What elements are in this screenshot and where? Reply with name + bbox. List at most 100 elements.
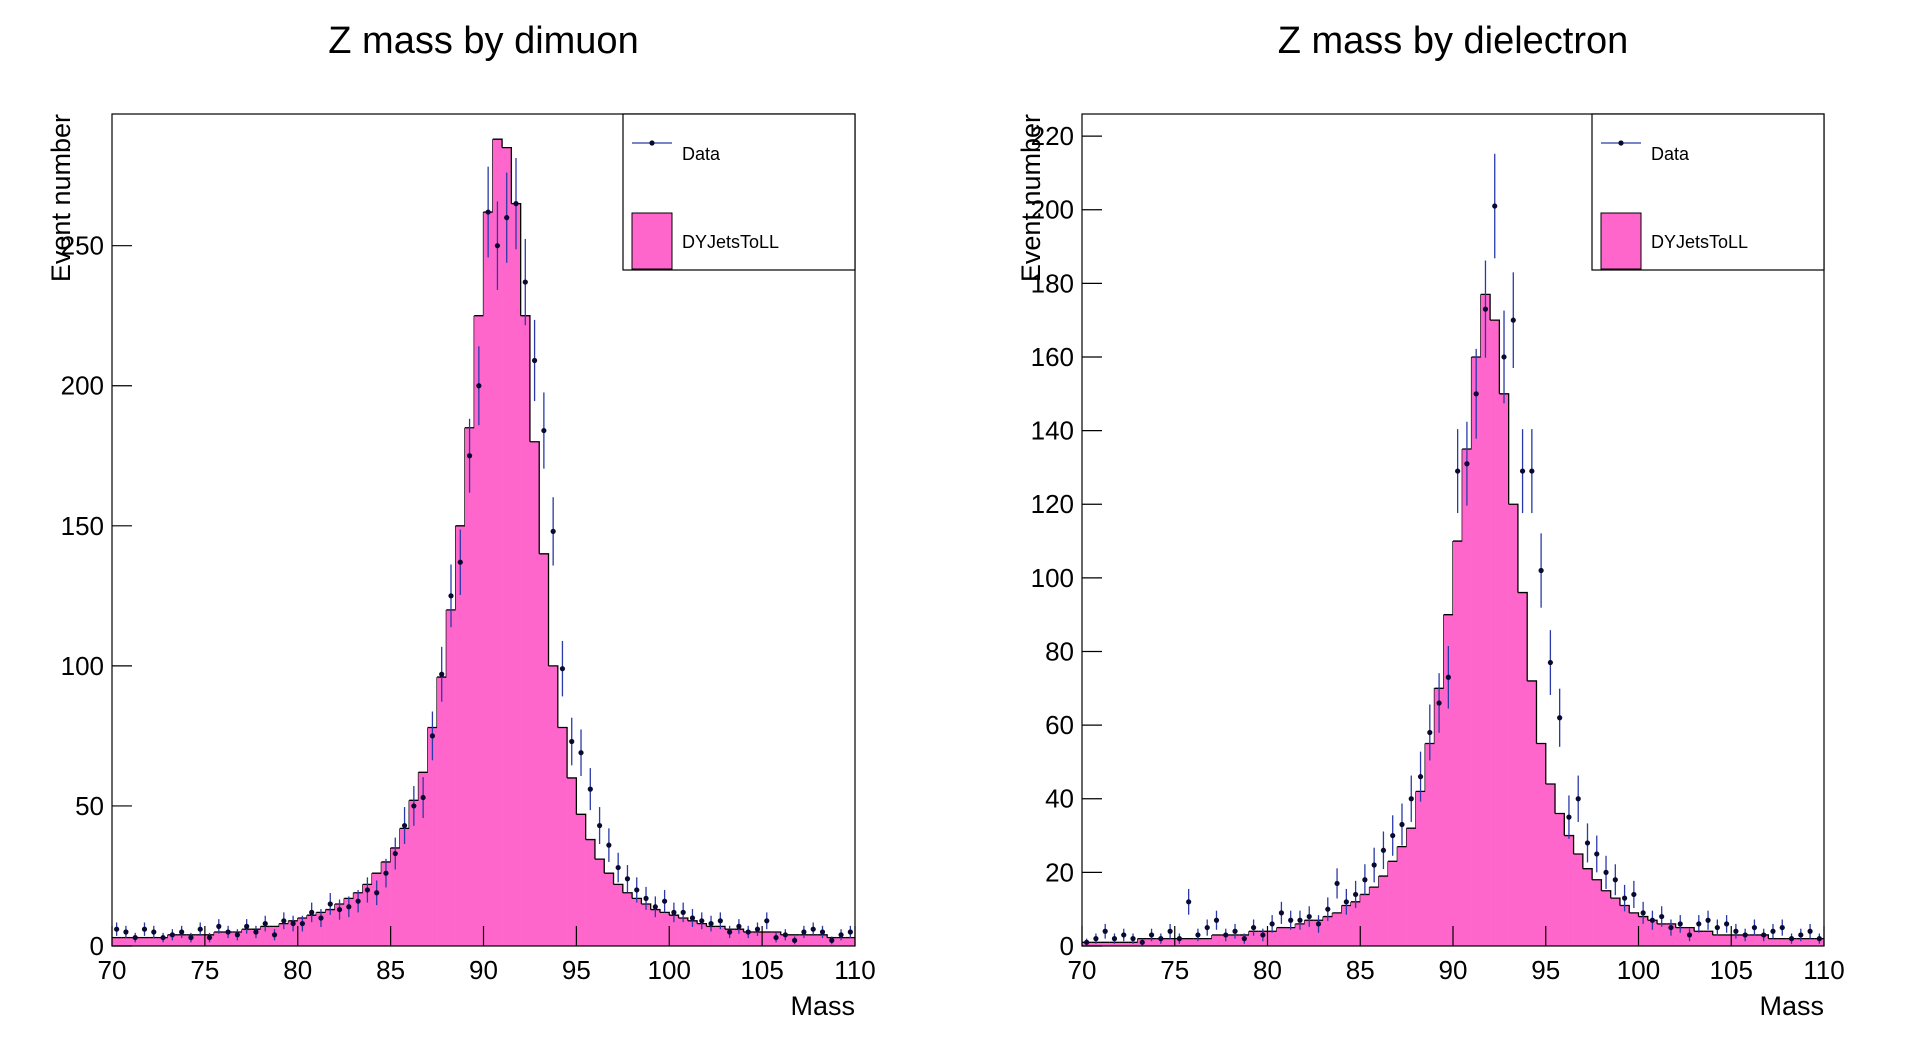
histogram-outline — [529, 441, 540, 554]
y-tick-label: 200 — [1031, 195, 1074, 225]
data-point — [587, 786, 593, 792]
histogram-bar — [260, 926, 271, 946]
histogram-bar — [502, 147, 512, 947]
histogram-bar — [399, 828, 410, 946]
data-point — [773, 934, 779, 941]
histogram-bar — [715, 926, 726, 946]
histogram-bar — [836, 937, 847, 946]
histogram-bar — [334, 903, 345, 946]
histogram-bar — [752, 931, 763, 946]
data-point — [1093, 936, 1099, 942]
histogram-bar — [1555, 813, 1565, 946]
histogram-bar — [548, 665, 559, 946]
legend-marker — [649, 140, 655, 146]
histogram-outline — [1638, 915, 1649, 921]
histogram-bar — [1165, 938, 1176, 946]
histogram-bar — [483, 212, 494, 947]
data-point — [1121, 932, 1127, 938]
data-point — [578, 750, 584, 756]
histogram-bar — [1619, 905, 1630, 946]
histogram-bar — [195, 934, 206, 946]
histogram-outline — [557, 726, 568, 778]
data-point — [819, 929, 826, 935]
histogram-outline — [659, 911, 670, 916]
histogram-bar — [1712, 934, 1723, 946]
chart-panel: Z mass by dimuon 70 75 80 85 90 95 100 105 110 0 50… — [46, 20, 876, 1021]
data-point — [1167, 928, 1173, 934]
histogram-bar — [1508, 504, 1519, 946]
histogram-bar — [1248, 931, 1259, 946]
data-point — [504, 215, 510, 221]
histogram-bar — [1193, 938, 1203, 946]
histogram-outline — [576, 813, 587, 840]
histogram-outline — [1610, 897, 1621, 906]
legend-label: DYJetsToLL — [682, 232, 779, 252]
histogram-bar — [149, 937, 159, 946]
data-point — [764, 918, 770, 924]
histogram-bar — [585, 839, 596, 946]
data-point — [1584, 840, 1591, 846]
data-point — [392, 850, 398, 857]
histogram-outline — [409, 772, 420, 801]
y-axis-label: Event number — [1016, 114, 1046, 282]
histogram-bar — [409, 800, 419, 946]
data-point — [754, 926, 761, 932]
data-point — [1724, 921, 1730, 927]
data-point — [1306, 913, 1312, 920]
data-point — [1529, 468, 1535, 474]
data-point — [838, 932, 844, 938]
histogram-bar — [1629, 912, 1639, 946]
data-point — [244, 923, 250, 929]
x-tick-label: 85 — [376, 955, 405, 985]
histogram-outline — [316, 909, 327, 914]
data-point — [662, 898, 668, 904]
data-point — [1408, 796, 1414, 802]
histogram-bar — [427, 727, 438, 946]
histogram-bar — [511, 203, 521, 947]
histogram-bar — [1480, 294, 1491, 946]
histogram-outline — [1564, 834, 1575, 854]
histogram-bar — [372, 873, 382, 946]
y-tick-label: 220 — [1031, 121, 1074, 151]
histogram-bar — [1146, 938, 1157, 946]
histogram-bar — [1564, 835, 1574, 946]
histogram-bar — [743, 931, 754, 946]
data-point — [1148, 932, 1155, 938]
histogram-outline — [1666, 923, 1677, 928]
data-point — [1621, 895, 1628, 901]
data-point — [643, 895, 649, 901]
data-point — [727, 929, 733, 935]
data-point — [1288, 917, 1294, 923]
data-point — [1223, 932, 1229, 938]
data-point — [1492, 203, 1498, 209]
data-point — [1250, 924, 1257, 931]
histogram-bar — [1434, 688, 1445, 946]
data-point — [745, 929, 751, 935]
histogram-bar — [659, 912, 670, 946]
x-tick-label: 70 — [1068, 955, 1097, 985]
data-point — [132, 934, 138, 941]
histogram-outline — [455, 427, 466, 527]
histogram-outline — [632, 897, 643, 904]
data-point — [736, 923, 742, 929]
histogram-bar — [1350, 901, 1361, 946]
data-point — [141, 926, 148, 932]
data-point — [1640, 910, 1646, 916]
histogram-bar — [437, 677, 447, 946]
y-tick-label: 120 — [1031, 489, 1074, 519]
histogram-bar — [1230, 934, 1240, 946]
histogram-bar — [641, 903, 651, 946]
x-tick-label: 95 — [562, 955, 591, 985]
data-point — [1315, 921, 1322, 927]
histogram-bar — [307, 915, 317, 946]
data-point — [1473, 391, 1479, 397]
legend-label: Data — [682, 144, 721, 164]
data-point — [336, 906, 343, 913]
data-point — [522, 279, 528, 285]
y-tick-label: 50 — [75, 791, 104, 821]
data-point — [179, 929, 185, 935]
histogram-bar — [1453, 541, 1463, 946]
histogram-bar — [464, 427, 475, 946]
histogram-bar — [1406, 828, 1417, 946]
histogram-bar — [622, 892, 633, 946]
